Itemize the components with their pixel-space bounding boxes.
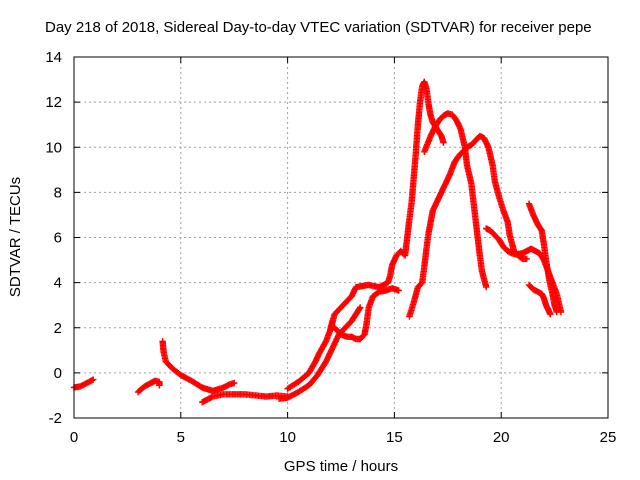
data-point-marker [440,139,447,146]
x-tick-label: 15 [386,429,403,446]
y-tick-label: -2 [49,410,62,427]
series-track-2 [134,377,163,396]
data-point-marker [395,287,402,294]
y-tick-label: 4 [54,275,62,292]
y-tick-label: 0 [54,365,62,382]
x-tick-label: 25 [600,429,617,446]
data-point-marker [523,255,530,263]
x-tick-label: 0 [70,429,78,446]
plot-frame [73,56,609,419]
data-point-marker [553,308,560,316]
series-track-7 [331,285,402,343]
data-point-marker [547,311,554,318]
chart-title: Day 218 of 2018, Sidereal Day-to-day VTE… [45,19,592,36]
data-point-marker [357,304,364,311]
data-point-marker [156,382,163,389]
series-track-13 [525,281,554,318]
data-series [70,78,565,406]
series-track-12 [525,200,560,316]
x-tick-label: 20 [493,429,510,446]
series-track-9 [406,132,530,320]
y-tick-label: 12 [45,94,62,111]
tick-labels: 0 5 10 15 20 25 -2 0 2 4 6 8 10 12 14 [45,49,616,446]
data-point-marker [231,379,238,387]
series-track-1 [70,376,97,391]
y-axis-label: SDTVAR / TECUs [7,177,24,297]
data-point-marker [483,283,490,291]
y-tick-label: 2 [54,320,62,337]
x-tick-label: 5 [177,429,185,446]
y-tick-label: 14 [45,49,62,66]
y-tick-label: 10 [45,139,62,156]
y-tick-label: 6 [54,230,62,247]
x-axis-label: GPS time / hours [284,458,398,475]
series-track-3 [159,338,238,395]
grid-lines [74,57,608,418]
y-tick-label: 8 [54,184,62,201]
series-track-8 [327,78,447,334]
data-point-marker [90,376,97,383]
x-tick-label: 10 [279,429,296,446]
series-track-5 [275,304,364,402]
series-track-10 [421,110,490,291]
